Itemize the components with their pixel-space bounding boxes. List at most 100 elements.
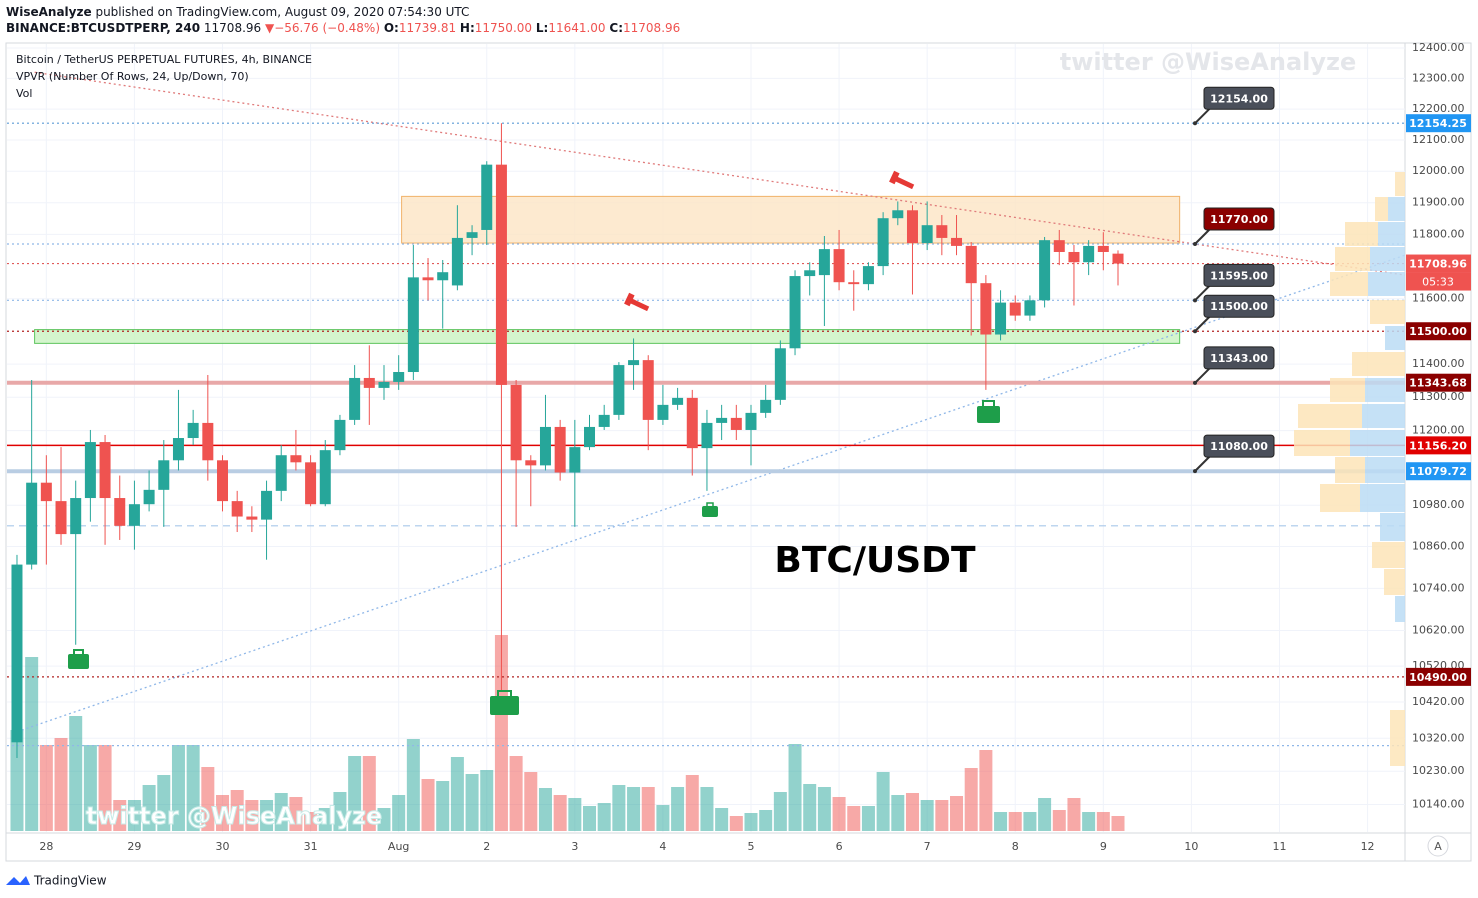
price-label-box — [1406, 667, 1471, 686]
candle-body — [290, 455, 302, 463]
header: WiseAnalyze published on TradingView.com… — [6, 4, 680, 36]
h-label: H: — [459, 21, 475, 35]
candle-body — [862, 266, 874, 285]
candle-body — [657, 404, 669, 420]
candle-body — [466, 232, 478, 238]
volume-bar — [245, 800, 259, 831]
volume-bar — [480, 770, 494, 831]
volume-profile-row — [1362, 404, 1405, 428]
x-tick-label: 4 — [659, 840, 666, 853]
candle-body — [833, 249, 845, 283]
annotation: BTC/USDT — [774, 540, 976, 581]
candle-body — [422, 277, 434, 281]
o-label: O: — [383, 21, 399, 35]
buy-marker — [490, 690, 519, 715]
buy-marker — [977, 400, 1000, 423]
candle-body — [26, 482, 38, 565]
candle-body — [848, 282, 860, 285]
y-tick-label: 10620.00 — [1412, 624, 1465, 637]
candle-body — [1112, 253, 1124, 264]
auto-button-label[interactable]: A — [1434, 840, 1442, 853]
candle-body — [246, 516, 258, 520]
y-tick-label: 11800.00 — [1412, 227, 1465, 240]
candle-body — [804, 270, 816, 277]
volume-profile-row — [1395, 172, 1405, 196]
volume-bar — [950, 796, 964, 831]
y-tick-label: 11400.00 — [1412, 357, 1465, 370]
y-tick-label: 10980.00 — [1412, 498, 1465, 511]
volume-bar — [759, 810, 773, 831]
volume-bar — [905, 793, 919, 831]
countdown-box — [1406, 272, 1471, 291]
candle-body — [951, 237, 963, 246]
close: 11708.96 — [623, 21, 681, 35]
volume-bar — [348, 756, 362, 831]
volume-bar — [83, 745, 97, 831]
candle-body — [921, 225, 933, 244]
volume-bar — [715, 808, 729, 831]
volume-bar — [876, 772, 890, 831]
candle-body — [569, 447, 581, 473]
candle-body — [1039, 240, 1051, 301]
volume-bar — [641, 787, 655, 831]
price-label-box — [1406, 322, 1471, 341]
callout-label: 11080.00 — [1210, 440, 1268, 453]
x-tick-label: 3 — [571, 840, 578, 853]
volume-bar — [289, 797, 303, 831]
volume-bar — [509, 756, 523, 831]
volume-bar — [568, 798, 582, 831]
volume-bar — [216, 795, 230, 831]
volume-profile-row — [1368, 272, 1405, 296]
price: 11708.96 — [203, 21, 262, 35]
arrow: ▼ — [265, 21, 275, 35]
volume-bar — [230, 790, 244, 831]
y-tick-label: 12200.00 — [1412, 102, 1465, 115]
volume-bar — [1008, 812, 1022, 831]
volume-profile-row — [1370, 247, 1405, 271]
volume-bar — [832, 797, 846, 831]
y-tick-label: 10320.00 — [1412, 731, 1465, 744]
volume-bar — [861, 806, 875, 831]
candle-body — [642, 360, 654, 420]
x-tick-label: 28 — [39, 840, 53, 853]
low: 11641.00 — [548, 21, 606, 35]
zone — [34, 329, 1181, 344]
candle-body — [114, 498, 126, 526]
price-label-box — [1406, 114, 1471, 133]
zone — [401, 195, 1181, 244]
x-tick-label: 29 — [127, 840, 141, 853]
y-tick-label: 12000.00 — [1412, 164, 1465, 177]
candle-body — [84, 442, 96, 499]
volume-bar — [524, 772, 538, 831]
volume-bar — [362, 756, 376, 831]
volume-bar — [1023, 812, 1037, 831]
callout-box — [1203, 207, 1275, 231]
callout-label: 11500.00 — [1210, 300, 1268, 313]
volume-bar — [920, 800, 934, 831]
candle-body — [407, 277, 419, 373]
y-tick-label: 11200.00 — [1412, 424, 1465, 437]
c-label: C: — [609, 21, 624, 35]
candle-body — [1068, 251, 1080, 263]
x-tick-label: Aug — [388, 840, 409, 853]
candle-body — [745, 412, 757, 430]
brand: TradingView — [33, 874, 107, 888]
volume-profile-row — [1384, 569, 1405, 595]
auto-button[interactable] — [1427, 835, 1449, 857]
candle-body — [1024, 300, 1036, 316]
volume-bar — [318, 808, 332, 831]
price-label-box — [1406, 436, 1471, 455]
x-tick-label: 30 — [216, 840, 230, 853]
volume-bar — [671, 787, 685, 831]
candle-body — [158, 460, 170, 490]
volume-bar — [436, 781, 450, 831]
candle-body — [760, 399, 772, 413]
volume-bar — [186, 745, 200, 831]
candle-body — [275, 455, 287, 491]
volume-profile-row — [1365, 378, 1405, 402]
x-tick-label: 2 — [483, 840, 490, 853]
layer — [7, 44, 1406, 832]
volume-bar — [1067, 798, 1081, 831]
price-label: 10490.00 — [1409, 671, 1467, 684]
